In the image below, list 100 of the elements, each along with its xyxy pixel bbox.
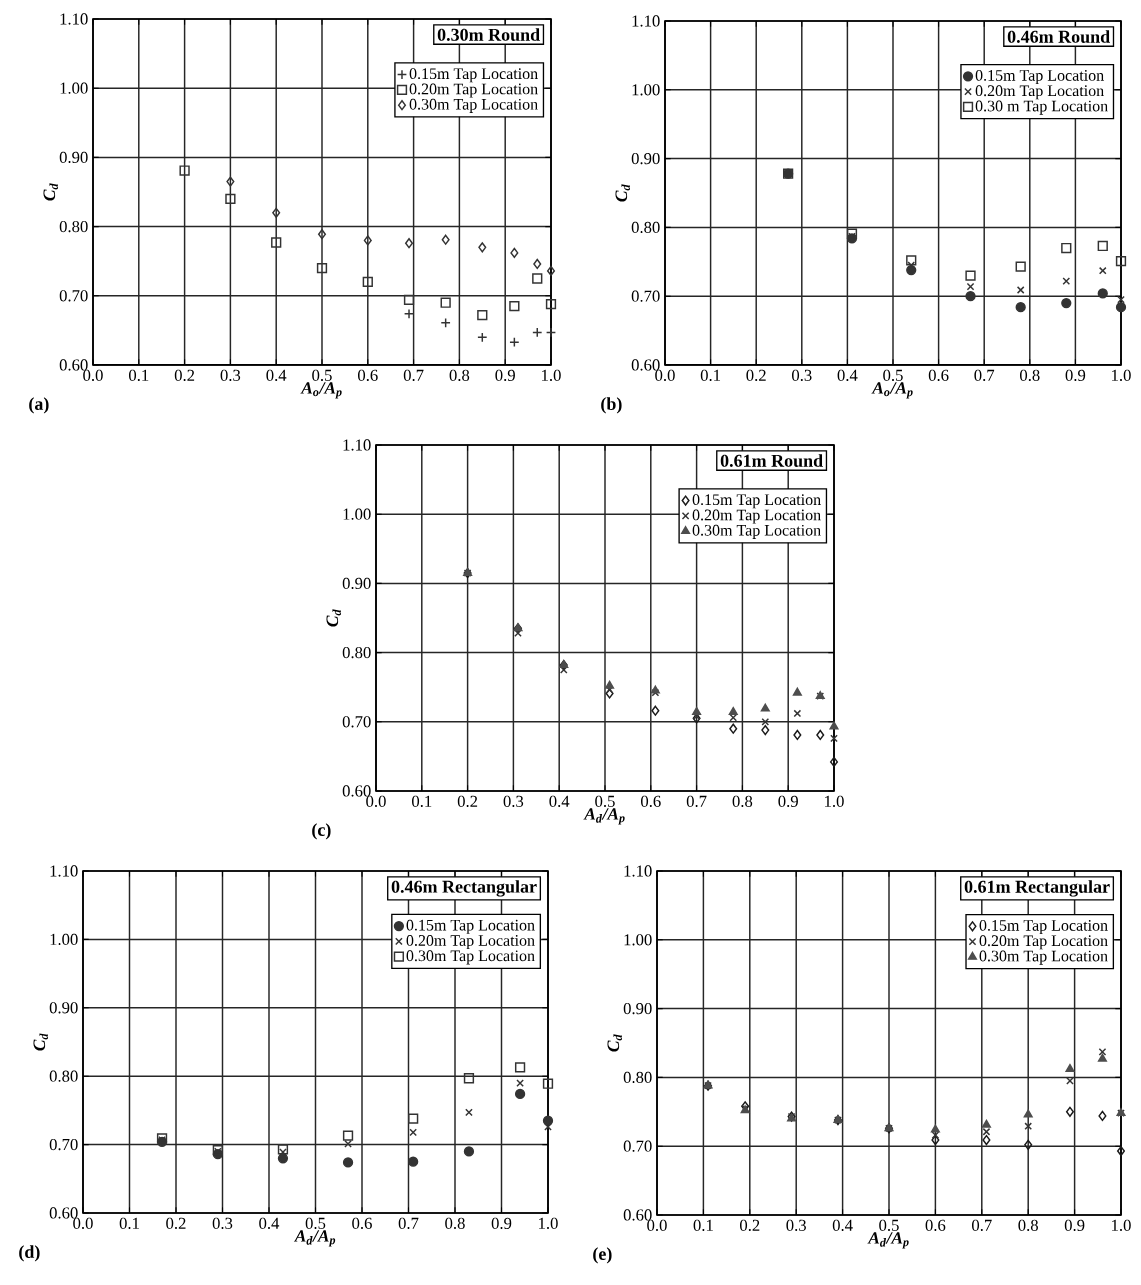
- x-tick-label: 0.4: [266, 369, 287, 382]
- x-tick-label: 0.2: [746, 369, 766, 382]
- x-tick-label: 0.8: [1018, 1219, 1038, 1232]
- x-tick-label: 0.8: [445, 1217, 465, 1230]
- y-tick-label: 0.60: [623, 1209, 652, 1221]
- y-axis-title: C$_{d}$: [607, 1034, 622, 1052]
- text: (c): [312, 823, 331, 840]
- chart-title: 0.61m Rectangular: [964, 880, 1110, 897]
- x-tick-label: 0.8: [449, 369, 470, 382]
- legend-label: 0.30m Tap Location: [406, 950, 535, 965]
- x-tick-label: 0.2: [457, 795, 478, 808]
- x-tick-label: 1.0: [1112, 369, 1131, 382]
- x-tick-label: 0.4: [832, 1219, 853, 1232]
- x-tick-label: 0.5: [879, 1219, 899, 1232]
- y-tick-label: 0.90: [342, 577, 371, 590]
- y-tick-label: 1.10: [624, 865, 652, 877]
- x-axis-title: A$_{d}$/A$_{p}$: [293, 1230, 336, 1247]
- legend-label: 0.15m Tap Location: [692, 494, 821, 509]
- x-tick-label: 0.6: [928, 369, 949, 382]
- x-tick-label: 1.0: [825, 795, 844, 808]
- x-tick-label: 0.4: [549, 795, 570, 808]
- x-tick-label: 0.0: [73, 1217, 93, 1230]
- x-tick-label: 0.3: [212, 1217, 233, 1230]
- x-tick-label: 0.0: [647, 1219, 667, 1232]
- y-tick-label: 1.10: [343, 439, 371, 451]
- x-tick-label: 0.8: [732, 795, 753, 808]
- y-tick-label: 0.80: [631, 221, 660, 234]
- x-tick-label: 0.0: [366, 795, 386, 808]
- x-tick-label: 0.6: [358, 369, 378, 382]
- x-tick-label: 1.0: [539, 1217, 558, 1230]
- chart-title: 0.46m Round: [1007, 30, 1110, 43]
- y-axis-title: C$_{d}$: [615, 184, 630, 202]
- x-tick-label: 0.3: [220, 369, 241, 382]
- x-axis-title: A$_{o}$/A$_{p}$: [871, 382, 913, 399]
- x-tick-label: 0.1: [129, 369, 149, 382]
- x-tick-label: 1.0: [542, 369, 561, 382]
- y-tick-label: 0.90: [623, 1002, 652, 1015]
- x-tick-label: 0.7: [974, 369, 995, 382]
- x-tick-label: 0.3: [792, 369, 812, 382]
- text: (e): [593, 1247, 612, 1264]
- x-tick-label: 0.9: [1065, 369, 1086, 382]
- y-tick-label: 1.10: [632, 15, 660, 27]
- y-tick-label: 0.70: [49, 1138, 78, 1151]
- y-tick-label: 0.70: [623, 1140, 652, 1152]
- legend-label: 0.20m Tap Location: [692, 509, 821, 524]
- y-tick-label: 1.00: [624, 934, 652, 946]
- y-tick-label: 0.90: [631, 152, 660, 165]
- chart-title: 0.61m Round: [720, 454, 823, 467]
- y-tick-label: 0.80: [59, 220, 88, 233]
- y-tick-label: 0.60: [631, 359, 660, 371]
- x-tick-label: 0.2: [740, 1219, 760, 1232]
- chart-title: 0.30m Round: [437, 28, 540, 41]
- x-tick-label: 0.5: [595, 795, 615, 808]
- y-tick-label: 0.60: [59, 359, 88, 371]
- y-tick-label: 0.80: [49, 1070, 78, 1082]
- x-tick-label: 0.0: [655, 369, 675, 382]
- x-axis-title: A$_{d}$/A$_{p}$: [867, 1232, 909, 1249]
- x-tick-label: 0.7: [398, 1217, 419, 1230]
- x-tick-label: 0.3: [503, 795, 524, 808]
- y-tick-label: 0.60: [49, 1207, 78, 1219]
- x-tick-label: 0.4: [259, 1217, 280, 1230]
- text: (b): [601, 397, 622, 414]
- x-tick-label: 0.1: [693, 1219, 713, 1232]
- legend-label: 0.20m Tap Location: [409, 83, 538, 98]
- x-tick-label: 0.9: [495, 369, 515, 382]
- x-tick-label: 1.0: [1112, 1219, 1131, 1232]
- y-tick-label: 0.70: [631, 290, 660, 302]
- legend-label: 0.30m Tap Location: [692, 524, 821, 539]
- x-tick-label: 0.1: [700, 369, 721, 382]
- y-tick-label: 1.00: [632, 84, 660, 96]
- y-tick-label: 0.90: [59, 151, 88, 164]
- legend-label: 0.15m Tap Location: [409, 68, 538, 83]
- y-tick-label: 0.70: [342, 716, 371, 728]
- x-tick-label: 0.5: [305, 1217, 326, 1230]
- x-tick-label: 0.7: [686, 795, 707, 808]
- y-tick-label: 1.10: [60, 13, 88, 25]
- x-tick-label: 0.5: [312, 369, 332, 382]
- y-axis-title: C$_{d}$: [33, 1033, 48, 1051]
- x-tick-label: 0.6: [352, 1217, 372, 1230]
- x-axis-title: A$_{o}$/A$_{p}$: [300, 382, 342, 399]
- x-tick-label: 0.5: [883, 369, 903, 382]
- y-tick-label: 1.00: [50, 933, 78, 946]
- x-tick-label: 0.9: [778, 795, 798, 808]
- x-tick-label: 0.2: [166, 1217, 186, 1230]
- x-tick-label: 0.6: [925, 1219, 946, 1232]
- y-axis-title: C$_{d}$: [43, 183, 58, 201]
- y-tick-label: 1.00: [60, 82, 88, 94]
- legend-label: 0.30m Tap Location: [979, 950, 1108, 965]
- legend-label: 0.20m Tap Location: [975, 85, 1104, 100]
- legend-label: 0.15m Tap Location: [406, 919, 535, 934]
- y-tick-label: 0.60: [342, 785, 371, 797]
- legend-label: 0.30 m Tap Location: [975, 100, 1108, 115]
- x-tick-label: 0.4: [837, 369, 858, 382]
- chart-title: 0.46m Rectangular: [391, 880, 537, 897]
- x-tick-label: 0.8: [1020, 369, 1040, 382]
- x-tick-label: 0.3: [786, 1219, 806, 1232]
- x-tick-label: 0.7: [403, 369, 424, 382]
- legend-label: 0.15m Tap Location: [979, 920, 1108, 935]
- y-tick-label: 1.10: [50, 865, 78, 877]
- y-tick-label: 0.80: [623, 1071, 652, 1084]
